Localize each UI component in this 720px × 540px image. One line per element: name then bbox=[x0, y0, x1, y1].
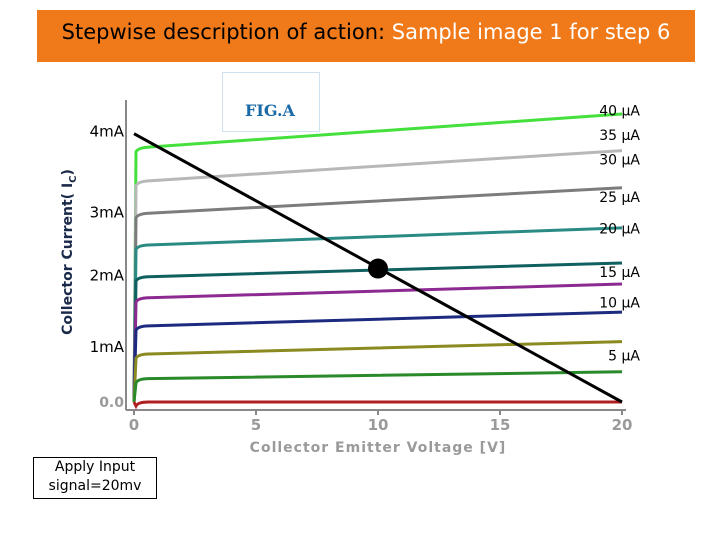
chart-title: FIG.A bbox=[245, 101, 296, 120]
curve-5-µA bbox=[132, 340, 623, 403]
x-tick-label-10: 10 bbox=[368, 416, 389, 434]
page-title: Stepwise description of action: Sample i… bbox=[37, 10, 695, 62]
input-signal-note: Apply Input signal=20mv bbox=[33, 457, 157, 499]
input-signal-line2: signal=20mv bbox=[48, 478, 142, 494]
y-tick-label-3: 1mA bbox=[90, 338, 125, 356]
y-axis-label: Collector Current( IC) bbox=[60, 169, 79, 335]
chart-axes bbox=[125, 100, 626, 415]
x-tick-label-20: 20 bbox=[612, 416, 633, 434]
q-point bbox=[368, 258, 388, 279]
curve-30-µA bbox=[132, 186, 623, 403]
y-tick-label-4: 0.0 bbox=[99, 395, 124, 411]
header-bar: Stepwise description of action: Sample i… bbox=[37, 10, 695, 62]
series-label-10-µA: 10 µA bbox=[599, 295, 640, 311]
title-sub: Sample image 1 for step 6 bbox=[391, 20, 671, 44]
curve-20-µA bbox=[132, 261, 623, 403]
chart-curves bbox=[132, 112, 623, 410]
series-label-5-µA: 5 µA bbox=[608, 349, 640, 365]
series-label-35-µA: 35 µA bbox=[599, 128, 640, 144]
x-tick-label-0: 0 bbox=[129, 416, 139, 434]
curve-35-µA bbox=[132, 149, 623, 403]
x-tick-label-5: 5 bbox=[251, 416, 261, 434]
chart-texts: 0 5 10 15 20 Collector Emitter Voltage [V] Col… bbox=[60, 101, 640, 456]
x-axis-label: Collector Emitter Voltage [V] bbox=[250, 440, 507, 456]
curve-40-µA bbox=[132, 112, 623, 403]
title-main: Stepwise description of action: bbox=[61, 20, 392, 44]
series-label-15-µA: 15 µA bbox=[599, 265, 640, 281]
x-tick-label-15: 15 bbox=[490, 416, 511, 434]
input-signal-line1: Apply Input bbox=[54, 459, 136, 475]
series-label-20-µA: 20 µA bbox=[599, 222, 640, 238]
curve-15-µA bbox=[132, 282, 623, 403]
curve-base-8 bbox=[132, 370, 623, 403]
curve-10-µA bbox=[132, 310, 623, 403]
series-label-25-µA: 25 µA bbox=[599, 190, 640, 206]
series-label-30-µA: 30 µA bbox=[599, 153, 640, 169]
curve-base-9 bbox=[132, 400, 622, 410]
y-tick-label-1: 3mA bbox=[90, 203, 125, 221]
y-tick-label-0: 4mA bbox=[90, 123, 125, 141]
y-tick-label-2: 2mA bbox=[90, 267, 125, 285]
curve-25-µA bbox=[132, 226, 623, 403]
series-label-40-µA: 40 µA bbox=[599, 104, 640, 120]
figure-label-box bbox=[222, 72, 320, 132]
